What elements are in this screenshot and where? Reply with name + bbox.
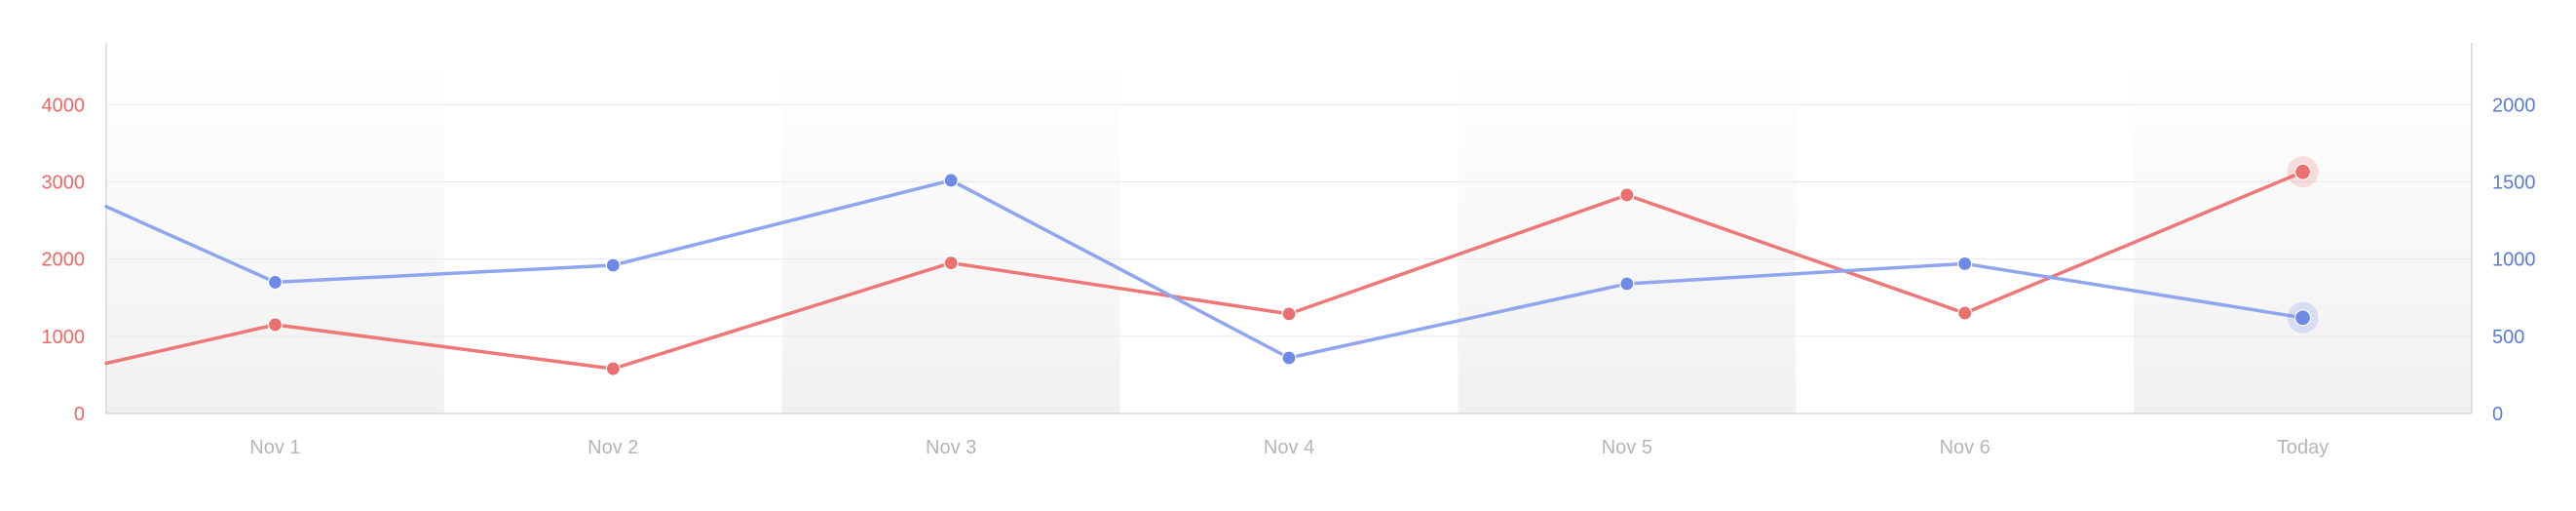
y-right-tick-label: 1000 [2492,250,2536,271]
data-point [267,274,284,291]
x-tick-label: Nov 1 [249,437,300,458]
x-tick-label: Nov 5 [1602,437,1652,458]
data-point [1957,305,1973,321]
data-point [605,361,621,376]
y-right-tick-label: 1500 [2492,173,2536,194]
category-band [106,62,444,413]
x-tick-label: Nov 3 [926,437,976,458]
category-band [781,62,1120,413]
series-line [104,178,2305,360]
data-point [267,317,284,333]
grid-layer [106,103,2472,337]
series-line-layer [104,170,2305,371]
x-tick-label: Nov 6 [1940,437,1990,458]
axis-layer [105,43,2473,414]
x-tick-label: Nov 2 [587,437,638,458]
series-point-layer [267,156,2319,376]
data-point [2293,309,2312,327]
y-right-tick-label: 2000 [2492,95,2536,116]
y-left-tick-label: 1000 [42,327,86,348]
y-left-tick-label: 0 [74,404,85,425]
category-band [1458,62,1797,413]
y-left-tick-label: 2000 [42,250,86,271]
x-tick-label: Today [2277,437,2329,458]
tick-label-layer: 0 1000 2000 3000 4000 0 500 1000 1500 2000 Nov 1 No… [42,95,2536,458]
data-point [1619,276,1635,292]
y-right-tick-label: 0 [2492,404,2503,425]
data-point [1619,187,1635,203]
data-point [943,256,959,271]
data-point [1281,350,1297,366]
category-band [2134,62,2472,413]
series-line [104,170,2305,371]
y-left-tick-label: 3000 [42,173,86,194]
data-point [605,257,621,273]
y-left-tick-label: 4000 [42,95,86,116]
data-point [1281,306,1297,322]
data-point [1957,256,1973,272]
y-right-tick-label: 500 [2492,327,2524,348]
data-point [2293,163,2312,180]
x-tick-label: Nov 4 [1264,437,1314,458]
data-point [943,173,959,188]
